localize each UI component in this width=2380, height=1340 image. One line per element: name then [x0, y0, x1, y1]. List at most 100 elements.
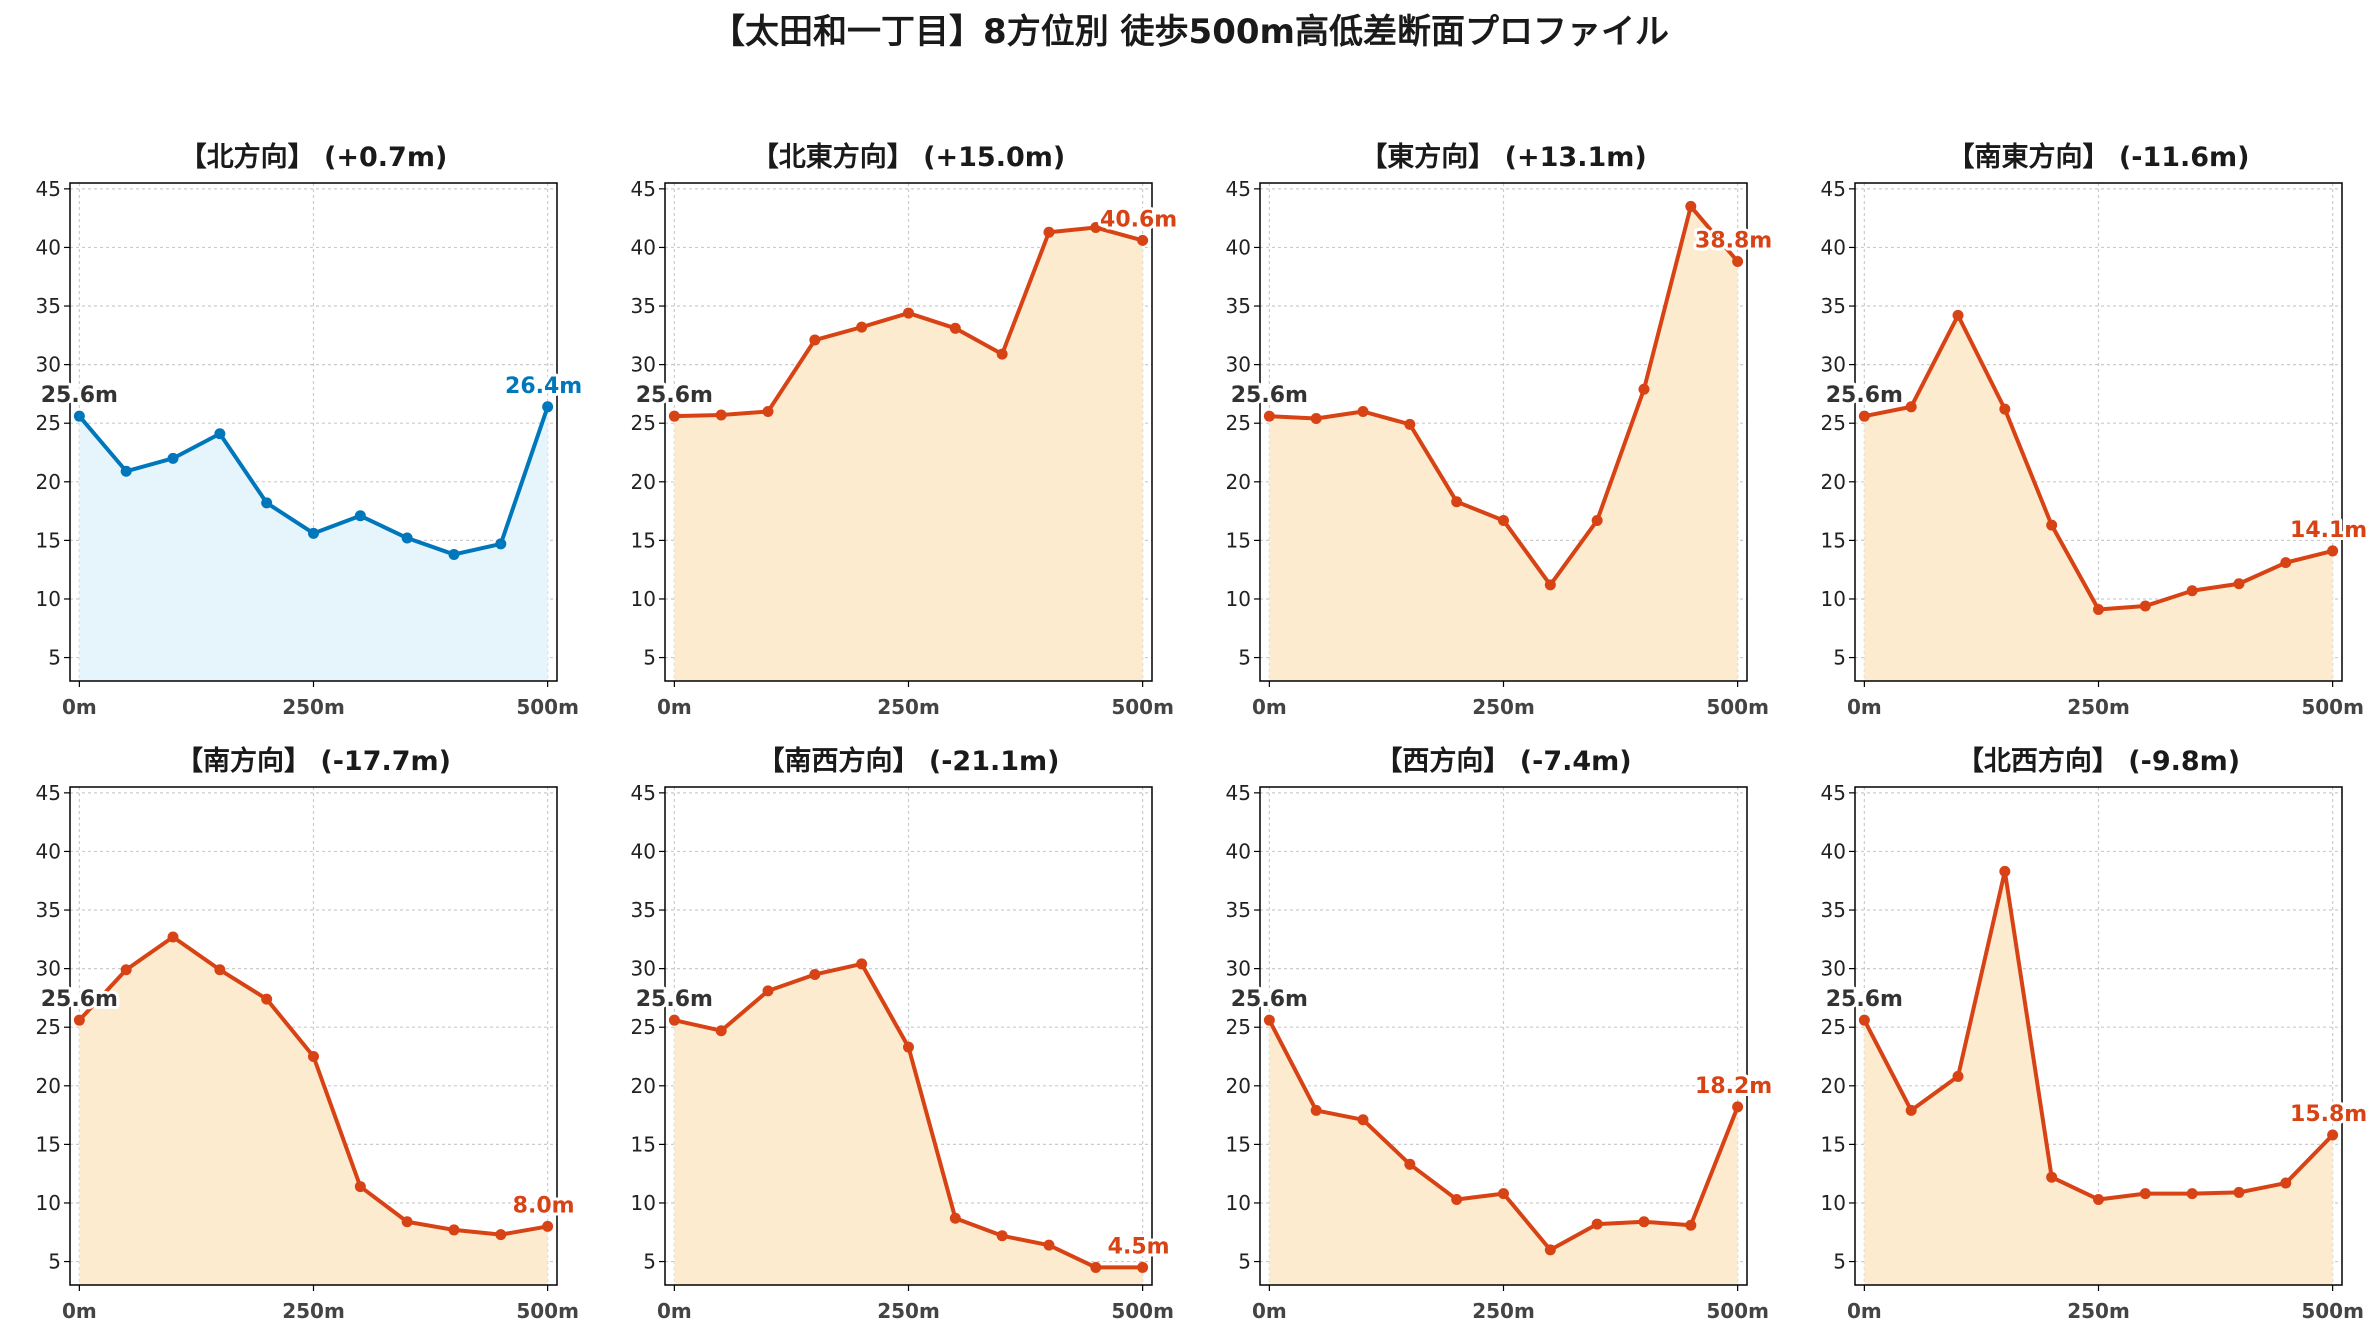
data-point: [668, 410, 680, 422]
y-tick-label: 40: [1226, 839, 1251, 863]
data-point: [2093, 1193, 2104, 1205]
y-tick-label: 30: [1226, 353, 1251, 377]
y-tick-label: 25: [1226, 1015, 1251, 1039]
x-tick-label: 0m: [1847, 695, 1882, 719]
data-point: [120, 964, 132, 976]
y-tick-label: 30: [1821, 353, 1846, 377]
y-tick-label: 20: [36, 1074, 61, 1098]
x-tick-label: 500m: [1706, 695, 1769, 719]
y-tick-label: 10: [36, 1191, 61, 1215]
y-tick-label: 40: [36, 235, 61, 259]
y-tick-label: 15: [1226, 1132, 1251, 1156]
y-tick-label: 35: [631, 898, 656, 922]
y-tick-label: 35: [1226, 294, 1251, 318]
data-point: [1858, 1014, 1870, 1026]
data-point: [1137, 234, 1149, 246]
area-fill: [79, 406, 548, 681]
y-tick-label: 45: [631, 177, 656, 201]
data-point: [762, 405, 774, 417]
start-value-label: 25.6m: [1826, 987, 1903, 1012]
end-value-label: 40.6m: [1100, 207, 1177, 232]
data-point: [903, 307, 914, 319]
y-tick-label: 10: [631, 1191, 656, 1215]
y-tick-label: 35: [631, 294, 656, 318]
y-tick-label: 25: [1226, 411, 1251, 435]
data-point: [167, 931, 179, 943]
end-value-label: 26.4m: [505, 374, 582, 399]
data-point: [1591, 514, 1603, 526]
y-tick-label: 35: [1821, 898, 1846, 922]
data-point: [448, 1224, 460, 1236]
subplot-title: 【南西方向】 (-21.1m): [757, 745, 1059, 777]
y-tick-label: 5: [1833, 646, 1846, 670]
subplot-3: 【東方向】 (+13.1m) 5 10 15 20 25 30 35 40 45 0m 250m 500…: [1226, 141, 1776, 719]
y-tick-label: 20: [1226, 1074, 1251, 1098]
y-tick-label: 35: [1226, 898, 1251, 922]
data-point: [715, 409, 727, 421]
start-value-label: 25.6m: [636, 383, 713, 408]
data-point: [1999, 865, 2011, 877]
x-tick-label: 0m: [657, 695, 692, 719]
end-value-label: 14.1m: [2290, 518, 2367, 543]
y-tick-label: 20: [36, 470, 61, 494]
x-tick-label: 0m: [1847, 1299, 1882, 1323]
y-tick-label: 20: [1821, 1074, 1846, 1098]
data-point: [1498, 514, 1509, 526]
y-tick-label: 25: [631, 1015, 656, 1039]
y-tick-label: 40: [36, 839, 61, 863]
data-point: [308, 1051, 319, 1063]
data-point: [542, 1220, 554, 1232]
area-fill: [674, 227, 1143, 682]
y-tick-label: 15: [631, 528, 656, 552]
data-point: [261, 993, 273, 1005]
data-point: [1043, 1239, 1055, 1251]
y-tick-label: 10: [1226, 1191, 1251, 1215]
area-fill: [1269, 206, 1738, 681]
y-tick-label: 40: [1821, 839, 1846, 863]
data-point: [308, 527, 319, 539]
data-point: [996, 1230, 1008, 1242]
y-tick-label: 15: [631, 1132, 656, 1156]
y-tick-label: 5: [643, 646, 656, 670]
y-tick-label: 5: [1238, 646, 1251, 670]
subplot-title: 【北東方向】 (+15.0m): [752, 141, 1065, 173]
data-point: [495, 1229, 507, 1241]
subplot-title: 【南方向】 (-17.7m): [176, 745, 451, 777]
end-value-label: 8.0m: [513, 1193, 575, 1218]
data-point: [1905, 1104, 1917, 1116]
data-point: [1732, 256, 1744, 268]
data-point: [2046, 1171, 2058, 1183]
y-tick-label: 45: [1821, 177, 1846, 201]
data-point: [949, 1212, 961, 1224]
x-tick-label: 0m: [62, 695, 97, 719]
subplot-1: 【北方向】 (+0.7m) 5 10 15 20 25 30 35 40 45 0m 250m 500m…: [36, 141, 586, 719]
y-tick-label: 40: [1821, 235, 1846, 259]
data-point: [2327, 1129, 2339, 1141]
data-point: [1544, 579, 1556, 591]
data-point: [1451, 496, 1463, 508]
y-tick-label: 25: [36, 1015, 61, 1039]
start-value-label: 25.6m: [41, 987, 118, 1012]
data-point: [354, 1181, 366, 1193]
end-value-label: 38.8m: [1695, 229, 1772, 254]
y-tick-label: 25: [631, 411, 656, 435]
data-point: [1732, 1101, 1744, 1113]
y-tick-label: 10: [631, 587, 656, 611]
data-point: [1090, 1261, 1102, 1273]
subplot-2: 【北東方向】 (+15.0m) 5 10 15 20 25 30 35 40 45 0m 250m 50…: [631, 141, 1181, 719]
y-tick-label: 5: [643, 1250, 656, 1274]
data-point: [73, 1014, 85, 1026]
y-tick-label: 5: [1833, 1250, 1846, 1274]
data-point: [2046, 519, 2058, 531]
data-point: [856, 321, 868, 333]
area-fill: [79, 936, 548, 1285]
data-point: [73, 410, 85, 422]
data-point: [949, 322, 961, 334]
x-tick-label: 0m: [1252, 695, 1287, 719]
y-tick-label: 35: [36, 898, 61, 922]
data-point: [2139, 600, 2151, 612]
data-point: [668, 1014, 680, 1026]
x-tick-label: 250m: [1472, 695, 1535, 719]
data-point: [2233, 578, 2245, 590]
y-tick-label: 20: [1226, 470, 1251, 494]
